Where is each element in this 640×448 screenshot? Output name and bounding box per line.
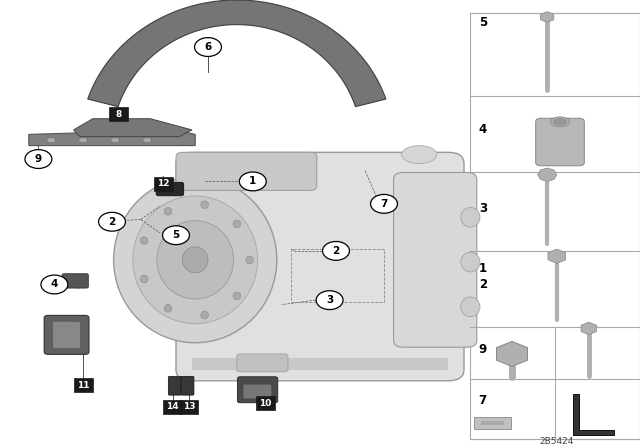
Text: 10: 10	[259, 399, 272, 408]
Text: 11: 11	[77, 381, 90, 390]
Circle shape	[99, 212, 125, 231]
FancyBboxPatch shape	[44, 315, 89, 354]
Ellipse shape	[182, 247, 208, 273]
Circle shape	[41, 275, 68, 294]
FancyBboxPatch shape	[62, 274, 88, 288]
Text: 9: 9	[35, 154, 42, 164]
FancyBboxPatch shape	[243, 384, 271, 399]
Text: 13: 13	[182, 402, 195, 411]
FancyBboxPatch shape	[52, 321, 81, 349]
FancyBboxPatch shape	[176, 152, 317, 190]
Text: 3: 3	[479, 202, 487, 215]
Text: 1: 1	[249, 177, 257, 186]
Ellipse shape	[461, 252, 480, 272]
Ellipse shape	[201, 201, 209, 208]
Text: 14: 14	[166, 402, 179, 411]
Circle shape	[323, 241, 349, 260]
Ellipse shape	[550, 117, 570, 127]
Polygon shape	[88, 0, 386, 107]
Ellipse shape	[79, 138, 88, 143]
Ellipse shape	[143, 138, 152, 143]
Ellipse shape	[47, 138, 56, 143]
Text: 3: 3	[326, 295, 333, 305]
FancyBboxPatch shape	[176, 152, 464, 381]
FancyBboxPatch shape	[109, 107, 128, 121]
FancyBboxPatch shape	[237, 377, 278, 403]
Ellipse shape	[114, 177, 276, 343]
Ellipse shape	[246, 256, 253, 263]
Text: 1: 1	[479, 262, 487, 276]
Ellipse shape	[133, 196, 258, 323]
FancyBboxPatch shape	[168, 376, 181, 395]
FancyBboxPatch shape	[394, 172, 477, 347]
Ellipse shape	[233, 220, 241, 228]
Text: 7: 7	[380, 199, 388, 209]
Ellipse shape	[164, 207, 172, 215]
FancyBboxPatch shape	[163, 400, 182, 414]
FancyBboxPatch shape	[179, 400, 198, 414]
Text: 2: 2	[108, 217, 116, 227]
FancyBboxPatch shape	[536, 118, 584, 166]
Text: 5: 5	[172, 230, 180, 240]
FancyBboxPatch shape	[156, 182, 184, 196]
Ellipse shape	[461, 297, 480, 317]
Circle shape	[195, 38, 221, 56]
Polygon shape	[74, 119, 192, 137]
Polygon shape	[192, 358, 448, 370]
Circle shape	[371, 194, 397, 213]
Ellipse shape	[201, 311, 209, 319]
Text: 6: 6	[204, 42, 212, 52]
Text: 4: 4	[51, 280, 58, 289]
Ellipse shape	[140, 275, 148, 283]
FancyBboxPatch shape	[237, 354, 288, 372]
Ellipse shape	[461, 207, 480, 227]
FancyBboxPatch shape	[154, 177, 173, 191]
Polygon shape	[573, 394, 614, 435]
Polygon shape	[29, 130, 195, 146]
Text: 9: 9	[479, 343, 487, 356]
Text: 2: 2	[479, 278, 487, 291]
Bar	[470, 13, 640, 439]
Text: 2B5424: 2B5424	[540, 437, 574, 446]
Text: 8: 8	[115, 110, 122, 119]
Ellipse shape	[553, 119, 567, 125]
Text: 7: 7	[479, 394, 487, 407]
Text: 12: 12	[157, 179, 170, 188]
Text: 4: 4	[479, 123, 487, 137]
Ellipse shape	[402, 146, 437, 164]
Circle shape	[25, 150, 52, 168]
Ellipse shape	[157, 221, 234, 299]
Ellipse shape	[111, 138, 120, 143]
FancyBboxPatch shape	[74, 378, 93, 392]
Circle shape	[316, 291, 343, 310]
FancyBboxPatch shape	[256, 396, 275, 410]
FancyBboxPatch shape	[474, 417, 511, 429]
Circle shape	[239, 172, 266, 191]
Text: 2: 2	[332, 246, 340, 256]
Circle shape	[163, 226, 189, 245]
Ellipse shape	[164, 305, 172, 312]
Ellipse shape	[233, 292, 241, 300]
Ellipse shape	[140, 237, 148, 245]
FancyBboxPatch shape	[481, 421, 504, 425]
Text: 5: 5	[479, 16, 487, 29]
FancyBboxPatch shape	[181, 376, 194, 395]
